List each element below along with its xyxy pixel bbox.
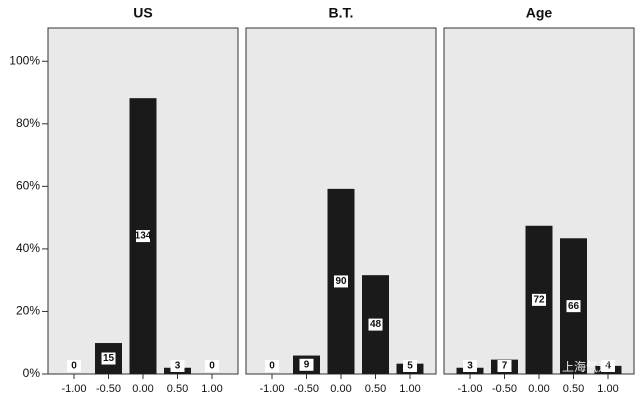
count-label-box (532, 293, 546, 306)
panel-title: US (133, 5, 152, 21)
x-tick-label: 0.00 (330, 383, 351, 395)
count-label-box (566, 300, 581, 313)
count-label-box (497, 360, 512, 372)
count-label-box (463, 360, 477, 372)
count-label-box (170, 360, 185, 372)
count-label: 72 (533, 295, 545, 306)
count-label: 0 (71, 361, 77, 372)
x-tick-label: -0.50 (492, 383, 517, 395)
panel-title: B.T. (329, 5, 354, 21)
count-label: 48 (370, 319, 382, 330)
count-label: 15 (103, 353, 115, 364)
x-tick-label: 1.00 (597, 383, 618, 395)
count-label: 90 (335, 276, 347, 287)
count-label: 7 (502, 361, 508, 372)
count-label-box (601, 360, 615, 372)
count-label: 4 (605, 361, 611, 372)
x-tick-label: 0.00 (528, 383, 549, 395)
x-tick-label: 1.00 (399, 383, 420, 395)
panel-title: Age (526, 5, 553, 21)
x-tick-label: -1.00 (61, 383, 86, 395)
x-tick-label: 0.50 (167, 383, 188, 395)
count-label-box (265, 360, 279, 372)
count-label-box (101, 352, 116, 365)
count-label-box (334, 275, 348, 288)
count-label: 3 (175, 361, 181, 372)
x-tick-label: 1.00 (201, 383, 222, 395)
count-label: 134 (135, 231, 152, 242)
x-tick-label: -0.50 (96, 383, 121, 395)
y-tick-label: 100% (9, 53, 40, 67)
y-tick-label: 20% (16, 304, 40, 318)
count-label: 9 (304, 359, 310, 370)
x-tick-label: 0.50 (365, 383, 386, 395)
count-label: 5 (407, 361, 413, 372)
count-label: 0 (209, 361, 215, 372)
watermark: 上海气道 (562, 359, 610, 374)
x-tick-label: 0.50 (563, 383, 584, 395)
x-tick-label: -0.50 (294, 383, 319, 395)
y-tick-label: 0% (23, 366, 41, 380)
y-tick-label: 40% (16, 241, 40, 255)
count-label-box (403, 360, 417, 372)
y-tick-label: 80% (16, 116, 40, 130)
count-label-box (299, 358, 314, 371)
x-tick-label: 0.00 (132, 383, 153, 395)
count-label: 66 (568, 301, 580, 312)
x-tick-label: -1.00 (259, 383, 284, 395)
count-label: 3 (467, 361, 473, 372)
y-tick-label: 60% (16, 179, 40, 193)
count-label-box (67, 360, 81, 372)
count-label-box (205, 360, 219, 372)
count-label-box (136, 230, 150, 243)
count-label-box (368, 318, 383, 331)
count-label: 0 (269, 361, 275, 372)
x-tick-label: -1.00 (457, 383, 482, 395)
